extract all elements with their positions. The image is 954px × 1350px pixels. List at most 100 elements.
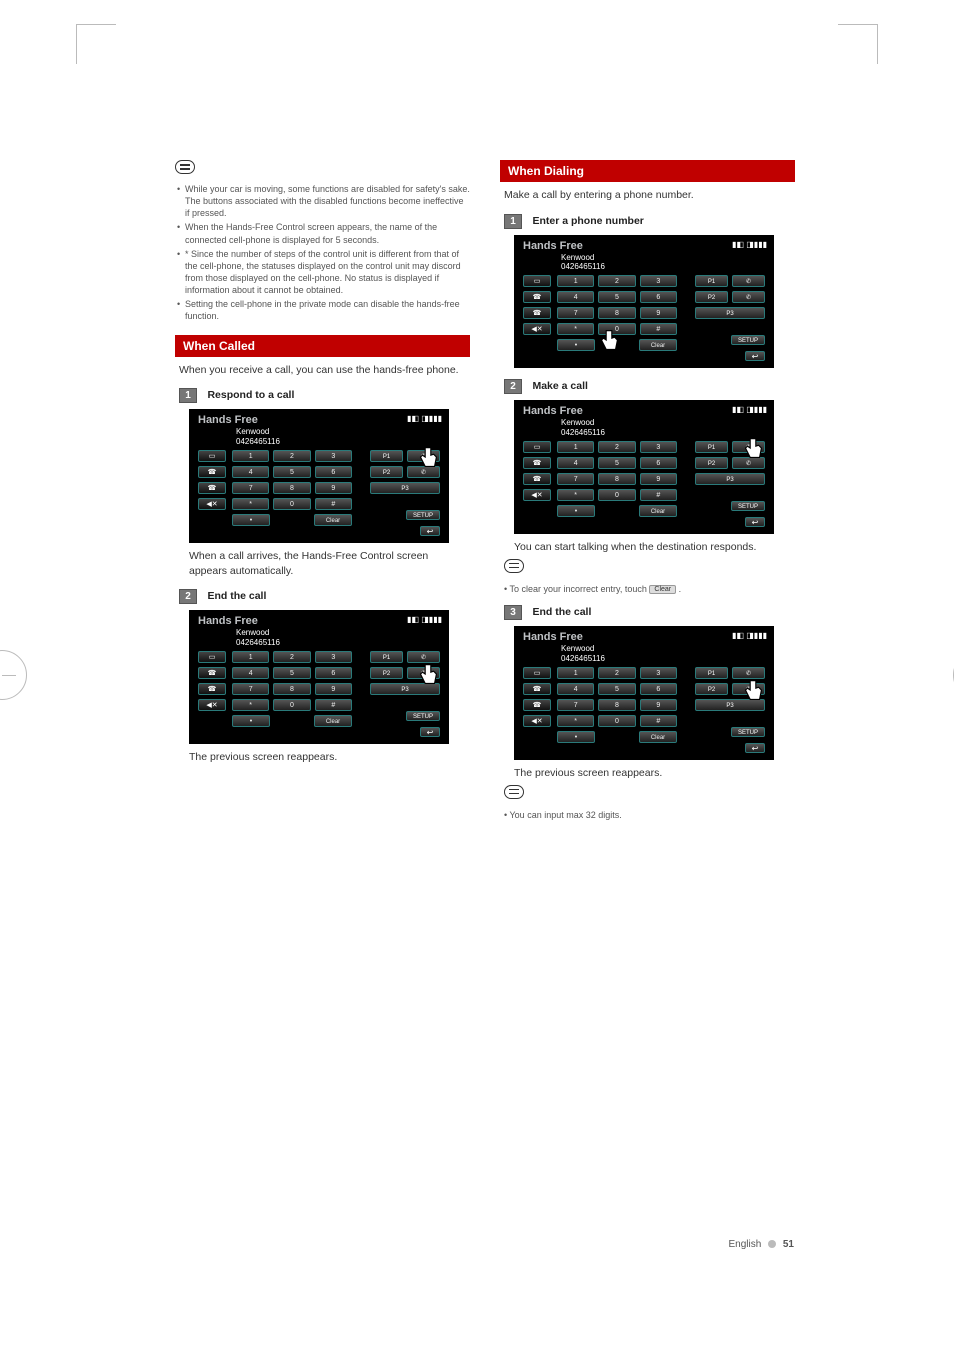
key[interactable]: 9	[315, 482, 352, 494]
key-dot[interactable]: •	[557, 731, 595, 743]
key[interactable]: 0	[598, 323, 635, 335]
key[interactable]: 7	[557, 473, 594, 485]
key[interactable]: 1	[232, 450, 269, 462]
key[interactable]: 3	[640, 441, 677, 453]
key[interactable]: #	[315, 498, 352, 510]
preset-button[interactable]: P3	[370, 683, 440, 695]
outgoing-icon[interactable]: ☎	[523, 473, 551, 485]
key[interactable]: 0	[273, 699, 310, 711]
key[interactable]: 8	[273, 482, 310, 494]
key[interactable]: 8	[598, 307, 635, 319]
key[interactable]: 2	[598, 667, 635, 679]
clear-button[interactable]: Clear	[639, 505, 677, 517]
key-dot[interactable]: •	[557, 339, 595, 351]
key[interactable]: 4	[557, 291, 594, 303]
key[interactable]: 8	[273, 683, 310, 695]
key[interactable]: 6	[315, 667, 352, 679]
key-dot[interactable]: •	[232, 514, 270, 526]
incoming-icon[interactable]: ☎	[523, 683, 551, 695]
delete-icon[interactable]: ◀✕	[523, 489, 551, 501]
clear-button[interactable]: Clear	[639, 731, 677, 743]
hangup-button[interactable]: ✆	[407, 667, 440, 679]
key[interactable]: 9	[315, 683, 352, 695]
phonebook-icon[interactable]: ▭	[523, 441, 551, 453]
incoming-icon[interactable]: ☎	[198, 667, 226, 679]
key[interactable]: 7	[232, 482, 269, 494]
call-button[interactable]: ✆	[732, 275, 765, 287]
key[interactable]: 1	[557, 667, 594, 679]
key[interactable]: 0	[598, 489, 635, 501]
key[interactable]: 1	[557, 441, 594, 453]
key[interactable]: 9	[640, 307, 677, 319]
key[interactable]: 4	[557, 683, 594, 695]
key[interactable]: #	[315, 699, 352, 711]
incoming-icon[interactable]: ☎	[523, 291, 551, 303]
key[interactable]: 3	[315, 450, 352, 462]
preset-button[interactable]: P3	[370, 482, 440, 494]
delete-icon[interactable]: ◀✕	[523, 323, 551, 335]
key[interactable]: *	[557, 323, 594, 335]
setup-button[interactable]: SETUP	[406, 711, 440, 721]
key[interactable]: 5	[273, 466, 310, 478]
preset-button[interactable]: P2	[695, 291, 728, 303]
key[interactable]: 0	[273, 498, 310, 510]
key[interactable]: 3	[640, 667, 677, 679]
key[interactable]: 5	[598, 291, 635, 303]
key[interactable]: 2	[273, 651, 310, 663]
preset-button[interactable]: P2	[695, 683, 728, 695]
key[interactable]: #	[640, 715, 677, 727]
key[interactable]: 1	[557, 275, 594, 287]
preset-button[interactable]: P3	[695, 473, 765, 485]
key[interactable]: 1	[232, 651, 269, 663]
outgoing-icon[interactable]: ☎	[523, 307, 551, 319]
phonebook-icon[interactable]: ▭	[198, 651, 226, 663]
preset-button[interactable]: P2	[370, 667, 403, 679]
key[interactable]: *	[557, 489, 594, 501]
incoming-icon[interactable]: ☎	[523, 457, 551, 469]
call-button[interactable]: ✆	[407, 450, 440, 462]
back-button[interactable]: ↩	[745, 743, 765, 753]
key[interactable]: #	[640, 323, 677, 335]
key[interactable]: 9	[640, 699, 677, 711]
key[interactable]: 9	[640, 473, 677, 485]
back-button[interactable]: ↩	[420, 526, 440, 536]
key[interactable]: 3	[640, 275, 677, 287]
call-button[interactable]: ✆	[407, 651, 440, 663]
phonebook-icon[interactable]: ▭	[523, 667, 551, 679]
setup-button[interactable]: SETUP	[731, 501, 765, 511]
preset-button[interactable]: P1	[695, 667, 728, 679]
phonebook-icon[interactable]: ▭	[523, 275, 551, 287]
key[interactable]: 8	[598, 473, 635, 485]
key[interactable]: *	[232, 699, 269, 711]
phonebook-icon[interactable]: ▭	[198, 450, 226, 462]
hangup-button[interactable]: ✆	[732, 457, 765, 469]
key[interactable]: 3	[315, 651, 352, 663]
key[interactable]: 2	[598, 275, 635, 287]
preset-button[interactable]: P3	[695, 699, 765, 711]
key[interactable]: 8	[598, 699, 635, 711]
key[interactable]: 7	[557, 699, 594, 711]
key[interactable]: *	[557, 715, 594, 727]
key[interactable]: 4	[232, 466, 269, 478]
back-button[interactable]: ↩	[745, 351, 765, 361]
key[interactable]: 7	[557, 307, 594, 319]
key[interactable]: 4	[232, 667, 269, 679]
back-button[interactable]: ↩	[745, 517, 765, 527]
key[interactable]: *	[232, 498, 269, 510]
preset-button[interactable]: P1	[370, 450, 403, 462]
delete-icon[interactable]: ◀✕	[198, 498, 226, 510]
key-dot[interactable]: •	[232, 715, 270, 727]
clear-button[interactable]: Clear	[314, 715, 352, 727]
back-button[interactable]: ↩	[420, 727, 440, 737]
hangup-button[interactable]: ✆	[732, 291, 765, 303]
key[interactable]: 2	[598, 441, 635, 453]
key[interactable]: 5	[598, 457, 635, 469]
setup-button[interactable]: SETUP	[731, 335, 765, 345]
key[interactable]: 6	[315, 466, 352, 478]
incoming-icon[interactable]: ☎	[198, 466, 226, 478]
key[interactable]: 6	[640, 457, 677, 469]
key-dot[interactable]: •	[557, 505, 595, 517]
key[interactable]: 5	[273, 667, 310, 679]
key[interactable]: 2	[273, 450, 310, 462]
outgoing-icon[interactable]: ☎	[198, 683, 226, 695]
